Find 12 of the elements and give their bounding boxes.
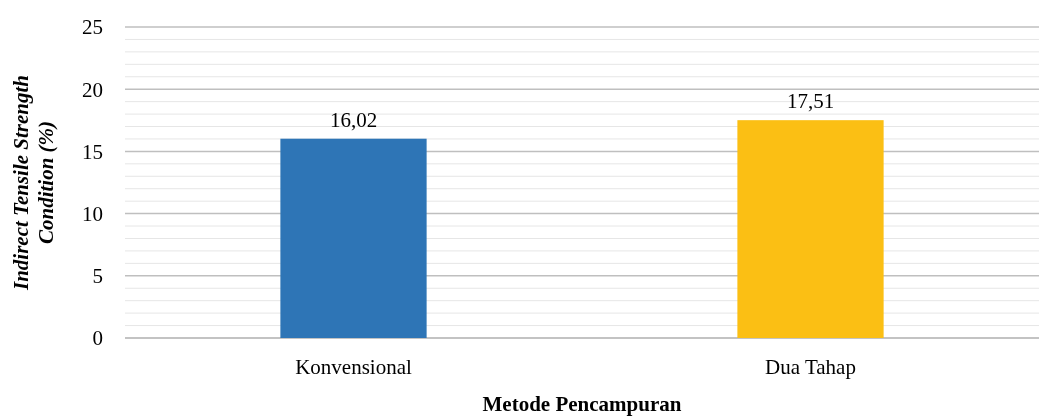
data-label: 16,02 <box>329 107 378 132</box>
x-tick-label: Konvensional <box>295 355 412 379</box>
y-tick-label: 10 <box>82 201 103 226</box>
y-tick-label: 20 <box>82 77 103 102</box>
y-tick-label: 15 <box>82 139 103 164</box>
data-label: 17,51 <box>786 89 835 114</box>
y-axis-title: Indirect Tensile Strength Condition (%) <box>9 74 58 292</box>
y-tick-label: 25 <box>82 15 103 40</box>
x-tick-label: Dua Tahap <box>765 355 856 379</box>
x-axis-title: Metode Pencampuran <box>482 392 682 416</box>
y-tick-label: 0 <box>92 326 103 351</box>
y-tick-label: 5 <box>92 264 103 289</box>
